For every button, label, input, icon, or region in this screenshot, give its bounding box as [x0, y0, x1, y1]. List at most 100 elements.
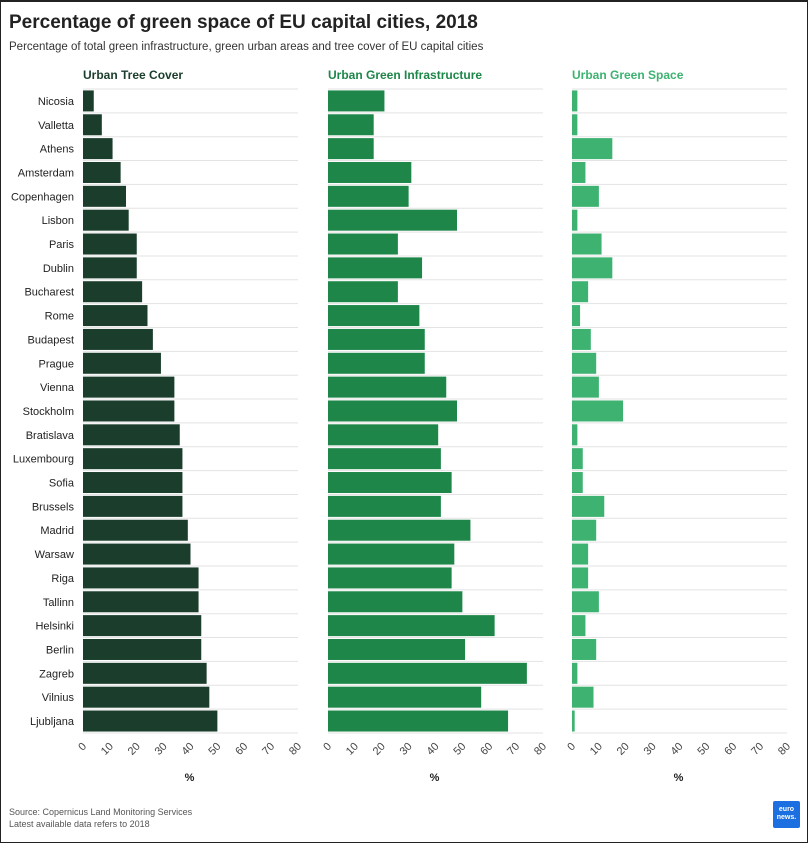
category-label: Bratislava [26, 430, 75, 442]
bar-zagreb [328, 662, 527, 684]
bar-berlin [328, 638, 466, 660]
panel-title-tree-cover: Urban Tree Cover [83, 68, 184, 82]
x-axis-label: % [430, 772, 440, 784]
category-label: Valletta [38, 120, 75, 132]
x-tick-label: 40 [179, 741, 196, 758]
x-tick-label: 10 [344, 741, 361, 758]
category-label: Prague [39, 358, 74, 370]
bar-valletta [83, 114, 102, 136]
bar-athens [572, 138, 613, 160]
bar-nicosia [572, 90, 578, 112]
x-tick-label: 30 [398, 741, 415, 758]
bar-luxembourg [572, 448, 583, 470]
x-tick-label: 10 [588, 741, 605, 758]
bar-paris [83, 233, 137, 255]
bar-bucharest [328, 281, 398, 303]
category-label: Nicosia [38, 96, 75, 108]
logo-line-2: news. [776, 814, 797, 821]
bar-brussels [83, 495, 183, 517]
x-tick-label: 70 [749, 741, 766, 758]
bar-stockholm [83, 400, 175, 422]
x-tick-label: 0 [565, 741, 578, 754]
category-label: Bucharest [24, 287, 74, 299]
bar-amsterdam [83, 161, 121, 183]
bar-nicosia [83, 90, 94, 112]
x-tick-label: 0 [321, 741, 334, 754]
category-label: Lisbon [42, 215, 74, 227]
bar-budapest [328, 328, 425, 350]
category-label: Dublin [43, 263, 74, 275]
bar-sofia [572, 472, 583, 494]
category-label: Brussels [32, 501, 75, 513]
bar-stockholm [328, 400, 457, 422]
source-note: Source: Copernicus Land Monitoring Servi… [9, 806, 192, 830]
bar-vilnius [83, 686, 210, 708]
x-tick-label: 80 [287, 741, 304, 758]
x-tick-label: 0 [76, 741, 89, 754]
category-label: Luxembourg [13, 454, 74, 466]
bar-madrid [328, 519, 471, 541]
bar-bratislava [572, 424, 578, 446]
bar-lisbon [328, 209, 457, 231]
x-tick-label: 50 [695, 741, 712, 758]
x-axis-label: % [185, 772, 195, 784]
bar-copenhagen [83, 185, 126, 207]
category-label: Copenhagen [11, 191, 74, 203]
x-tick-label: 10 [99, 741, 116, 758]
bar-dublin [328, 257, 423, 279]
panel-title-green-space: Urban Green Space [572, 68, 684, 82]
bar-vilnius [328, 686, 482, 708]
bar-paris [328, 233, 398, 255]
bar-warsaw [328, 543, 455, 565]
bar-copenhagen [572, 185, 599, 207]
bar-zagreb [572, 662, 578, 684]
bar-prague [328, 352, 425, 374]
chart-title: Percentage of green space of EU capital … [9, 12, 478, 33]
bar-warsaw [83, 543, 191, 565]
chart-subtitle: Percentage of total green infrastructure… [9, 41, 484, 53]
x-tick-label: 40 [424, 741, 441, 758]
bar-bratislava [83, 424, 180, 446]
bar-nicosia [328, 90, 385, 112]
bar-vilnius [572, 686, 594, 708]
bar-helsinki [83, 615, 202, 637]
bar-prague [83, 352, 161, 374]
bar-vienna [572, 376, 599, 398]
bar-budapest [572, 328, 591, 350]
source-text: Source: Copernicus Land Monitoring Servi… [9, 807, 193, 817]
category-label: Amsterdam [18, 167, 74, 179]
bar-bucharest [83, 281, 143, 303]
bar-bucharest [572, 281, 589, 303]
category-label: Rome [45, 311, 74, 323]
bar-berlin [572, 638, 597, 660]
category-label: Vienna [40, 382, 75, 394]
bar-valletta [328, 114, 374, 136]
bar-amsterdam [572, 161, 586, 183]
category-label: Warsaw [35, 549, 74, 561]
bar-madrid [572, 519, 597, 541]
bar-sofia [328, 472, 452, 494]
bar-zagreb [83, 662, 207, 684]
category-label: Zagreb [39, 668, 74, 680]
bar-valletta [572, 114, 578, 136]
x-tick-label: 70 [260, 741, 277, 758]
bar-luxembourg [83, 448, 183, 470]
x-tick-label: 20 [371, 741, 388, 758]
bar-stockholm [572, 400, 624, 422]
bar-rome [328, 305, 420, 327]
bar-ljubljana [83, 710, 218, 732]
bar-rome [572, 305, 581, 327]
bar-amsterdam [328, 161, 412, 183]
bar-tallinn [328, 591, 463, 613]
category-label: Tallinn [43, 597, 74, 609]
x-tick-label: 50 [451, 741, 468, 758]
bar-copenhagen [328, 185, 409, 207]
bar-warsaw [572, 543, 589, 565]
bar-athens [83, 138, 113, 160]
bar-berlin [83, 638, 202, 660]
category-label: Riga [51, 573, 75, 585]
bar-brussels [328, 495, 441, 517]
bar-dublin [83, 257, 137, 279]
bar-brussels [572, 495, 605, 517]
